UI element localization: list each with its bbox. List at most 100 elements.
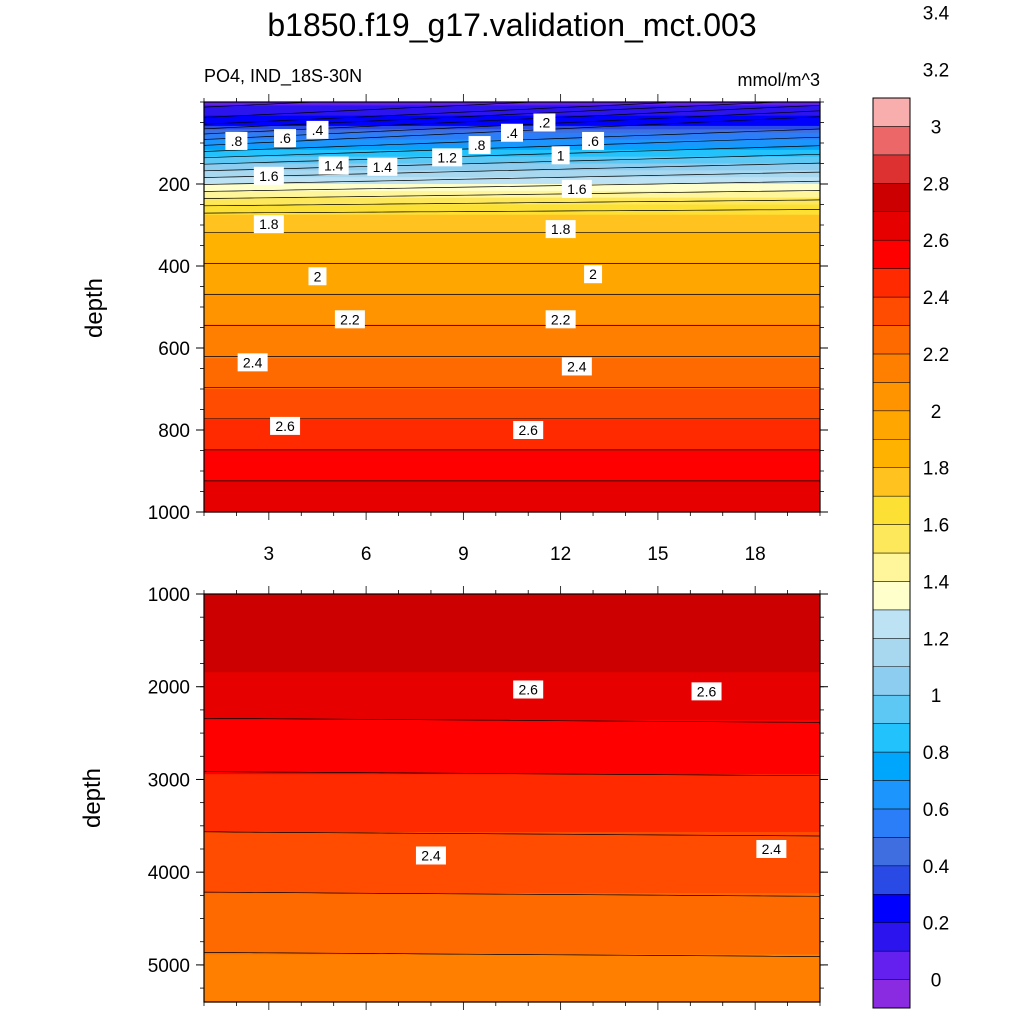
lower-fill-band — [204, 614, 820, 619]
upper-fill-band — [204, 358, 820, 363]
upper-fill-band — [204, 119, 820, 124]
colorbar-frame — [872, 97, 911, 1009]
lower-fill-band — [204, 821, 820, 826]
upper-contour-label-bg — [253, 215, 284, 234]
lower-fill-band — [204, 672, 820, 677]
lower-fill-band — [204, 995, 820, 1000]
lower-y-tick-label: 5000 — [148, 956, 190, 977]
lower-contour-label: 2.6 — [697, 683, 717, 699]
colorbar-label: 0.4 — [923, 857, 950, 878]
upper-fill-band — [204, 474, 820, 479]
lower-contour-label: 2.6 — [518, 682, 538, 698]
upper-x-tick-label: 9 — [458, 544, 469, 565]
upper-fill-band — [204, 300, 820, 305]
colorbar-label: 2.8 — [923, 174, 949, 195]
upper-fill-band — [204, 146, 820, 151]
lower-fill-band — [204, 675, 820, 680]
upper-fill-band — [204, 102, 820, 107]
upper-contour-label-bg — [237, 353, 268, 372]
lower-fill-band — [204, 801, 820, 806]
upper-fill-band — [204, 214, 820, 219]
lower-fill-band — [204, 709, 820, 714]
upper-x-tick-label: 18 — [745, 544, 766, 565]
upper-fill-band — [204, 501, 820, 506]
upper-fill-band — [204, 105, 820, 110]
upper-y-tick-label: 400 — [158, 257, 190, 278]
colorbar-swatch — [872, 922, 911, 952]
lower-fill-band — [204, 777, 820, 782]
colorbar-label: 1.2 — [923, 629, 949, 650]
upper-fill-band — [204, 460, 820, 465]
upper-fill-band — [204, 371, 820, 376]
lower-plot-frame — [203, 593, 821, 1003]
lower-fill-band — [204, 774, 820, 779]
upper-contour-line — [203, 101, 528, 118]
upper-contour-label: .4 — [312, 122, 324, 138]
lower-fill-band — [204, 971, 820, 976]
upper-fill-band — [204, 337, 820, 342]
upper-fill-band — [204, 320, 820, 325]
lower-contour-fills — [204, 594, 820, 1003]
lower-fill-band — [204, 682, 820, 687]
colorbar-swatch — [872, 467, 911, 497]
upper-fill-band — [204, 426, 820, 431]
upper-fill-band — [204, 160, 820, 165]
upper-y-tick-label: 200 — [158, 175, 190, 196]
upper-fill-band — [204, 173, 820, 178]
upper-x-tick-label: 3 — [264, 544, 275, 565]
lower-fill-band — [204, 699, 820, 704]
colorbar-swatch — [872, 410, 911, 440]
lower-fill-band — [204, 604, 820, 609]
upper-fill-band — [204, 242, 820, 247]
upper-contour-label: .4 — [506, 125, 518, 141]
lower-fill-band — [204, 869, 820, 874]
colorbar-swatch — [872, 581, 911, 611]
lower-fill-band — [204, 930, 820, 935]
upper-contour-label: 1.6 — [567, 181, 587, 197]
upper-x-tick-label: 6 — [361, 544, 372, 565]
upper-contour-line — [203, 101, 312, 108]
colorbar-swatch — [872, 154, 911, 184]
lower-fill-band — [204, 750, 820, 755]
upper-fill-band — [204, 436, 820, 441]
upper-fill-band — [204, 310, 820, 315]
upper-fill-band — [204, 348, 820, 353]
lower-fill-band — [204, 886, 820, 891]
upper-fill-band — [204, 307, 820, 312]
upper-contour-line — [203, 171, 821, 185]
upper-fill-band — [204, 430, 820, 435]
lower-fill-band — [204, 927, 820, 932]
upper-fill-band — [204, 412, 820, 417]
colorbar-swatch — [872, 552, 911, 582]
lower-fill-band — [204, 913, 820, 918]
lower-fill-band — [204, 855, 820, 860]
upper-contour-label-bg — [334, 310, 365, 329]
lower-fill-band — [204, 747, 820, 751]
upper-y-tick-label: 800 — [158, 421, 190, 442]
colorbar-swatch — [872, 808, 911, 838]
upper-fill-band — [204, 190, 820, 195]
lower-fill-band — [204, 624, 820, 629]
colorbar-label: 2.2 — [923, 345, 949, 366]
lower-contour-lines — [203, 593, 821, 957]
upper-fill-band — [204, 184, 820, 189]
upper-fill-band — [204, 467, 820, 472]
variable-subtitle: PO4, IND_18S-30N — [204, 66, 362, 87]
lower-fill-band — [204, 889, 820, 894]
upper-contour-label: 1.4 — [324, 158, 344, 174]
lower-contour-line — [203, 952, 821, 957]
upper-x-tick-label: 15 — [647, 544, 668, 565]
lower-fill-band — [204, 658, 820, 663]
colorbar-label: 3 — [931, 117, 942, 138]
lower-fill-band — [204, 655, 820, 660]
upper-contour-label-bg — [270, 416, 301, 435]
upper-contour-label-bg — [306, 120, 329, 139]
lower-fill-band — [204, 716, 820, 721]
lower-fill-band — [204, 713, 820, 717]
lower-fill-band — [204, 665, 820, 670]
colorbar-swatch — [872, 126, 911, 156]
lower-fill-band — [204, 730, 820, 734]
lower-fill-band — [204, 866, 820, 870]
upper-fill-band — [204, 156, 820, 161]
colorbar-swatch — [872, 382, 911, 412]
